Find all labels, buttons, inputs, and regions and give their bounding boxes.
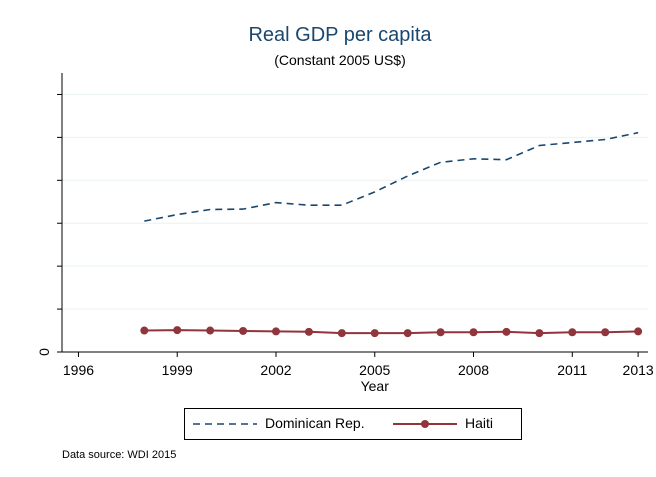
- series-point-1: [535, 329, 544, 338]
- series-point-1: [206, 326, 215, 335]
- x-tick-label: 2002: [260, 362, 291, 378]
- series-point-1: [370, 329, 379, 338]
- x-tick-label: 2005: [359, 362, 390, 378]
- x-tick-label: 1999: [162, 362, 193, 378]
- series-point-1: [173, 326, 182, 335]
- series-point-1: [469, 328, 478, 337]
- legend-swatches: [193, 420, 457, 428]
- series-point-1: [568, 328, 577, 337]
- legend-marker-haiti: [421, 420, 429, 428]
- series-point-1: [337, 329, 346, 338]
- y-tick-label: 0: [36, 348, 52, 356]
- series-point-1: [304, 327, 313, 336]
- series-point-1: [601, 328, 610, 337]
- x-tick-label: 2011: [557, 362, 587, 378]
- series-point-1: [403, 329, 412, 338]
- x-axis-title: Year: [361, 378, 390, 394]
- legend-label-haiti: Haiti: [465, 415, 494, 431]
- series-point-1: [502, 327, 511, 336]
- data-source-note: Data source: WDI 2015: [62, 449, 177, 461]
- series-line-0: [144, 131, 639, 222]
- chart-title: Real GDP per capita: [248, 24, 432, 46]
- x-tick-label: 2013: [623, 362, 654, 378]
- series-point-1: [239, 326, 248, 335]
- legend: Dominican Rep. Haiti: [184, 408, 522, 440]
- series-point-1: [436, 328, 445, 337]
- series-point-1: [140, 326, 149, 335]
- series-point-1: [634, 327, 643, 336]
- series-point-1: [271, 327, 280, 336]
- chart-subtitle: (Constant 2005 US$): [274, 52, 406, 68]
- series-line-1: [144, 329, 639, 335]
- x-tick-label: 2008: [458, 362, 489, 378]
- x-tick-label: 1996: [63, 362, 94, 378]
- legend-label-dominican: Dominican Rep.: [265, 415, 365, 431]
